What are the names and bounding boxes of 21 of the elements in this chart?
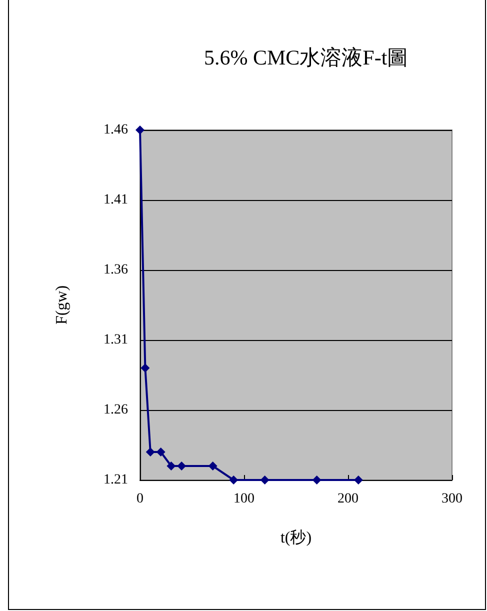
point [166, 462, 176, 470]
point [208, 462, 218, 470]
x-axis-title: t(秒) [280, 528, 312, 546]
y-axis-title: F(gw) [54, 285, 70, 325]
x-tick-label: 300 [442, 492, 462, 506]
x-tick-label: 100 [234, 492, 254, 506]
point [146, 448, 155, 456]
point [140, 364, 150, 372]
chart-title: 5.6% CMC水溶液F-t圖 [204, 46, 408, 70]
y-tick-label: 1.26 [104, 402, 128, 418]
y-tick-label: 1.36 [104, 262, 128, 278]
point [156, 448, 166, 456]
y-tick-label: 1.31 [104, 332, 128, 348]
point [260, 476, 270, 484]
x-tick-label: 200 [338, 492, 358, 506]
x-tick-label: 0 [136, 492, 144, 506]
y-tick-label: 1.21 [104, 472, 128, 488]
point [312, 476, 322, 484]
y-tick-label: 1.41 [104, 192, 128, 208]
point [136, 126, 144, 134]
y-tick-label: 1.46 [104, 122, 128, 138]
